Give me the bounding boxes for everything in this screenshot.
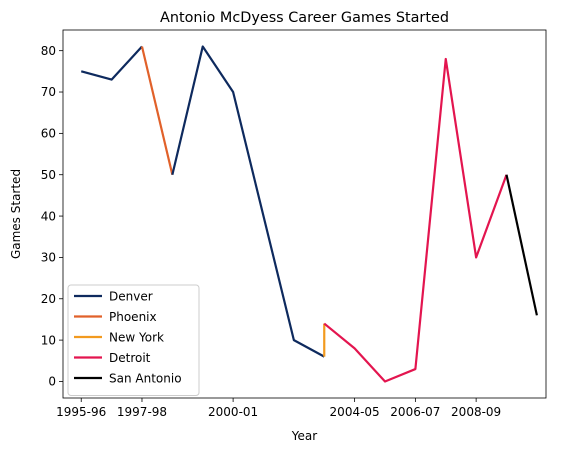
legend-label: Denver (109, 289, 153, 303)
y-axis: 0 10 20 30 40 50 60 70 80 (41, 44, 63, 389)
series-line-phoenix-1 (140, 46, 174, 175)
y-tick-label: 60 (41, 127, 56, 141)
legend-label: New York (109, 330, 164, 344)
y-tick-label: 50 (41, 168, 56, 182)
x-tick-label: 2004-05 (330, 405, 380, 419)
series-lines (80, 45, 538, 383)
y-tick-label: 70 (41, 85, 56, 99)
series-line-denver-0 (80, 45, 143, 81)
y-tick-label: 0 (48, 375, 56, 389)
y-tick-label: 40 (41, 209, 56, 223)
x-tick-label: 2008-09 (451, 405, 501, 419)
y-tick-label: 10 (41, 333, 56, 347)
legend-label: Detroit (109, 351, 151, 365)
plot-area-frame (62, 29, 547, 399)
x-tick-label: 2000-01 (208, 405, 258, 419)
y-tick-label: 80 (41, 44, 56, 58)
x-axis: 1995-96 1997-98 2000-01 2004-05 2006-07 2008-… (56, 398, 501, 419)
series-line-detroit-4 (323, 57, 508, 383)
series-line-san-antonio-5 (505, 174, 538, 316)
x-tick-label: 2006-07 (390, 405, 440, 419)
series-line-denver-2 (171, 45, 325, 358)
y-tick-label: 20 (41, 292, 56, 306)
legend-label: San Antonio (109, 371, 182, 385)
chart-title: Antonio McDyess Career Games Started (160, 10, 449, 26)
x-tick-label: 1997-98 (117, 405, 167, 419)
legend-box (67, 284, 200, 396)
x-axis-label: Year (291, 429, 317, 443)
y-axis-label: Games Started (9, 169, 23, 259)
legend-label: Phoenix (109, 310, 157, 324)
y-tick-label: 30 (41, 251, 56, 265)
legend: Denver Phoenix New York Detroit San Antonio (67, 284, 200, 396)
x-tick-label: 1995-96 (56, 405, 106, 419)
